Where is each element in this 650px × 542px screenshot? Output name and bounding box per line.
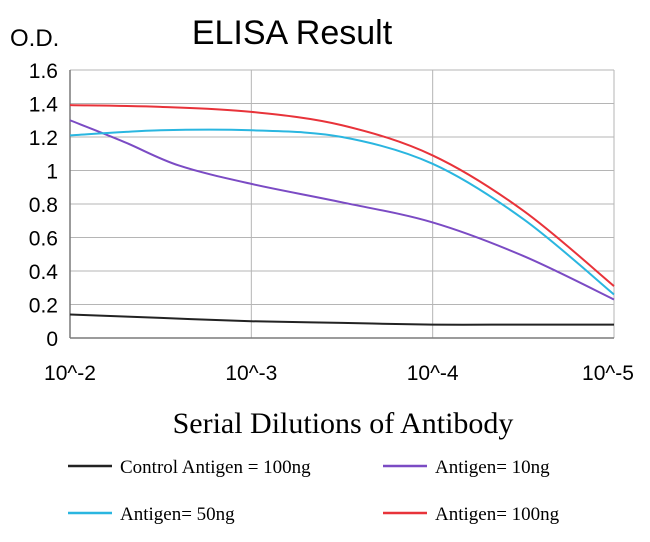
series-line-4 <box>69 104 615 287</box>
grid <box>70 69 615 338</box>
x-tick-label: 10^-3 <box>225 362 277 385</box>
x-tick-labels: 10^-2 10^-3 10^-4 10^-5 <box>44 362 634 385</box>
y-tick-label: 1 <box>46 161 58 184</box>
y-axis-label: O.D. <box>10 25 59 52</box>
series-lines <box>69 104 615 326</box>
y-tick-label: 1.4 <box>29 94 59 117</box>
chart-title: ELISA Result <box>192 14 393 52</box>
legend-label: Antigen= 10ng <box>435 457 550 478</box>
y-tick-label: 0.2 <box>29 295 58 318</box>
series-line-2 <box>69 119 615 301</box>
y-tick-label: 0 <box>46 328 58 351</box>
x-tick-label: 10^-5 <box>582 362 634 385</box>
y-tick-label: 0.8 <box>29 194 58 217</box>
legend: Control Antigen = 100ng Antigen= 10ng Anti… <box>68 457 560 525</box>
legend-label: Antigen= 50ng <box>120 504 235 525</box>
y-tick-labels: 0 0.2 0.4 0.6 0.8 1 1.2 1.4 1.6 <box>29 60 59 351</box>
y-tick-label: 1.6 <box>29 60 58 83</box>
y-tick-label: 1.2 <box>29 127 58 150</box>
x-tick-label: 10^-4 <box>407 362 459 385</box>
y-tick-label: 0.6 <box>29 228 58 251</box>
x-tick-label: 10^-2 <box>44 362 96 385</box>
y-tick-label: 0.4 <box>29 261 59 284</box>
series-line-3 <box>69 128 615 296</box>
axes <box>69 70 614 339</box>
legend-label: Antigen= 100ng <box>435 504 560 525</box>
series-line-1 <box>69 313 614 326</box>
x-axis-label: Serial Dilutions of Antibody <box>173 407 514 440</box>
legend-label: Control Antigen = 100ng <box>120 457 311 478</box>
